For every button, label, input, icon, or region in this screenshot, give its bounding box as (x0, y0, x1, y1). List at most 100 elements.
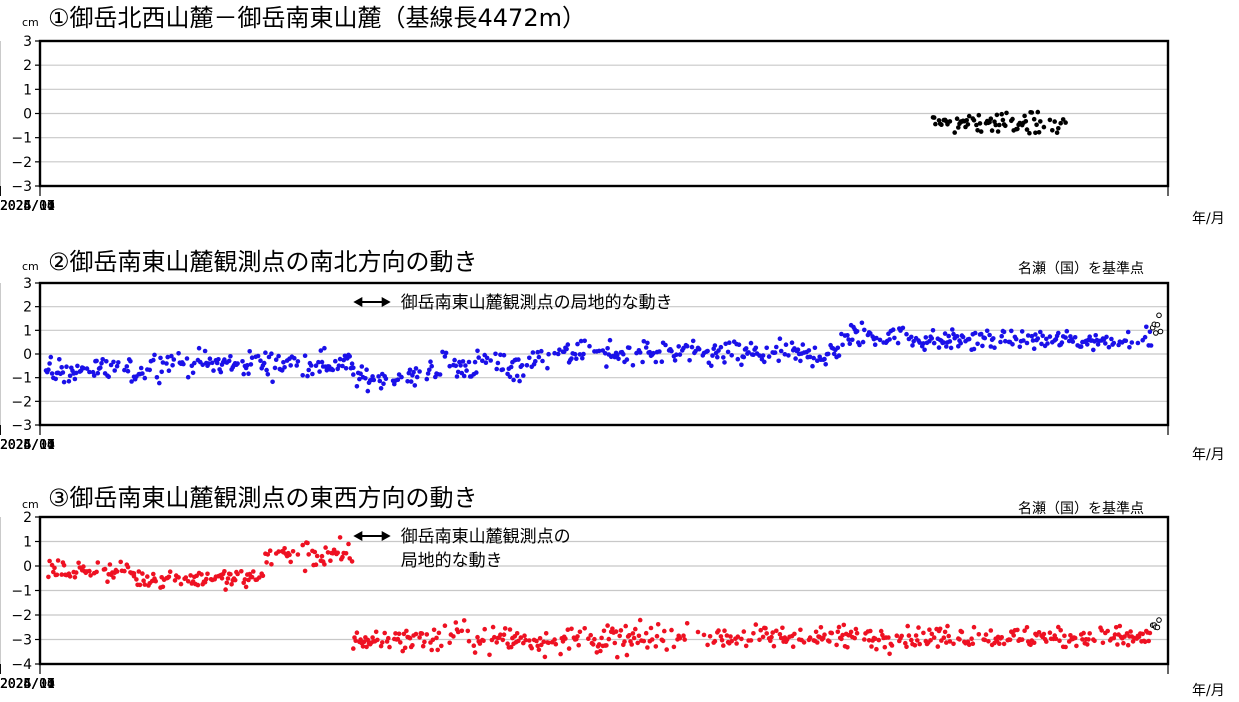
data-point (88, 573, 93, 578)
data-point (235, 361, 240, 366)
data-point (840, 632, 845, 638)
data-point (748, 638, 754, 643)
data-point (721, 643, 726, 648)
data-point (807, 635, 813, 640)
data-point (300, 542, 306, 548)
data-point (716, 628, 721, 633)
x-tick-label: 2026/01 (0, 438, 55, 453)
data-point (904, 644, 909, 650)
x-tick-label: 2024/10 (0, 199, 55, 214)
data-point (911, 339, 916, 344)
data-point (302, 353, 308, 358)
y-tick-label: −4 (11, 657, 32, 673)
data-point (529, 645, 534, 651)
data-point (971, 624, 977, 630)
data-point (868, 628, 873, 634)
data-point (323, 545, 328, 550)
data-point (627, 345, 632, 351)
y-tick-label: −1 (11, 131, 32, 147)
data-point (122, 568, 127, 574)
data-point (354, 384, 360, 389)
data-point (419, 631, 425, 636)
data-point (313, 562, 319, 567)
data-point (136, 569, 142, 574)
data-point (472, 359, 478, 365)
data-point (1025, 333, 1031, 338)
data-point (633, 626, 638, 632)
data-point (100, 357, 105, 362)
data-point (995, 129, 1001, 134)
data-point (94, 569, 99, 575)
data-point (312, 549, 318, 555)
data-point (778, 635, 784, 641)
data-point (269, 562, 274, 567)
data-point (483, 360, 489, 365)
data-point (516, 357, 521, 362)
data-point (516, 638, 521, 644)
data-point (527, 355, 532, 361)
data-point (951, 641, 956, 647)
data-point (977, 121, 983, 126)
data-point (997, 641, 1002, 646)
data-point (970, 641, 976, 646)
data-point (852, 635, 857, 641)
data-point (205, 571, 210, 577)
data-point (533, 359, 538, 364)
data-point (937, 626, 943, 632)
data-point (596, 642, 602, 647)
data-point (487, 652, 492, 658)
data-point (753, 622, 759, 627)
data-point (610, 626, 615, 631)
data-point (295, 552, 301, 557)
x-tick-label: 2026/01 (0, 677, 55, 692)
data-point (942, 629, 948, 635)
data-point (741, 354, 747, 360)
data-point (87, 568, 92, 574)
data-point (1113, 625, 1119, 630)
data-point (494, 640, 500, 645)
data-point (57, 357, 62, 362)
y-tick-label: −2 (11, 608, 32, 624)
data-point (541, 639, 546, 645)
data-point (1056, 624, 1061, 630)
data-point (621, 351, 626, 357)
data-point (106, 374, 111, 380)
data-point (764, 345, 769, 351)
data-point (774, 344, 779, 350)
data-point (811, 355, 816, 361)
data-point (190, 370, 196, 376)
data-point (971, 346, 977, 352)
data-point (1078, 344, 1084, 349)
data-point (124, 364, 130, 369)
data-point (447, 640, 453, 646)
data-point (477, 641, 483, 646)
data-point (325, 550, 331, 555)
data-point (1044, 639, 1049, 644)
data-point (605, 346, 610, 351)
data-point (328, 558, 333, 563)
data-point (687, 358, 692, 363)
data-point (735, 634, 741, 639)
data-point (165, 354, 170, 360)
data-point (410, 643, 415, 648)
data-point (270, 379, 275, 385)
data-point (975, 341, 980, 347)
chart-panel-2: cm ②御岳南東山麓観測点の南北方向の動き 名瀬（国）を基準点 3 2 1 0 −1 −2… (0, 240, 1239, 470)
data-point (677, 636, 683, 641)
data-point (569, 626, 574, 632)
data-point (581, 351, 586, 357)
data-point (536, 354, 542, 360)
x-tick-label: 2024/07 (0, 677, 55, 692)
x-tick-label: 2024/04 (0, 677, 55, 692)
data-point (810, 363, 815, 369)
data-point (604, 364, 609, 369)
data-point (84, 366, 90, 371)
data-point (414, 374, 420, 380)
data-point (1064, 328, 1070, 334)
data-point (245, 363, 250, 368)
data-point (964, 118, 969, 123)
data-point (1117, 623, 1123, 629)
data-point (923, 335, 929, 340)
data-point (172, 578, 178, 583)
data-point (169, 353, 174, 359)
